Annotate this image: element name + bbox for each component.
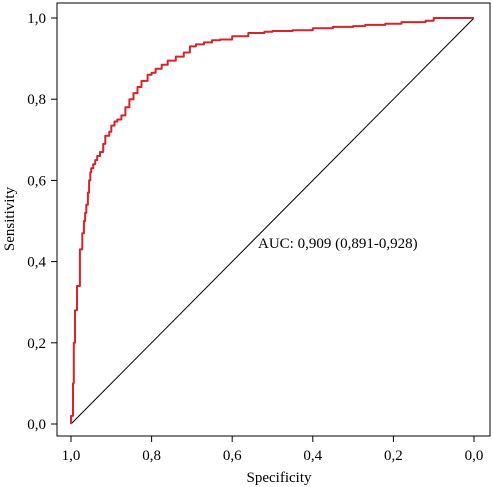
roc-curve-line xyxy=(70,17,474,424)
x-axis-title: Specificity xyxy=(247,470,312,486)
reference-diagonal-line xyxy=(70,17,475,425)
plot-frame xyxy=(56,2,491,437)
x-tick-label: 0,6 xyxy=(223,448,242,464)
x-tick-label: 0,8 xyxy=(142,448,161,464)
y-tick-label: 0,8 xyxy=(27,92,46,108)
y-tick-label: 0,6 xyxy=(27,173,46,189)
x-axis: 1,0 0,8 0,6 0,4 0,2 0,0 xyxy=(62,436,484,464)
y-tick-label: 0,4 xyxy=(27,255,46,271)
x-tick-label: 1,0 xyxy=(62,448,81,464)
x-tick-label: 0,2 xyxy=(384,448,403,464)
x-tick-label: 0,4 xyxy=(303,448,322,464)
y-tick-label: 0,2 xyxy=(27,336,46,352)
y-tick-label: 1,0 xyxy=(27,11,46,27)
y-tick-label: 0,0 xyxy=(27,417,46,433)
auc-annotation: AUC: 0,909 (0,891-0,928) xyxy=(258,236,418,252)
x-tick-label: 0,0 xyxy=(465,448,484,464)
y-axis-title: Sensitivity xyxy=(2,186,18,251)
y-axis: 0,0 0,2 0,4 0,6 0,8 1,0 xyxy=(27,11,57,433)
